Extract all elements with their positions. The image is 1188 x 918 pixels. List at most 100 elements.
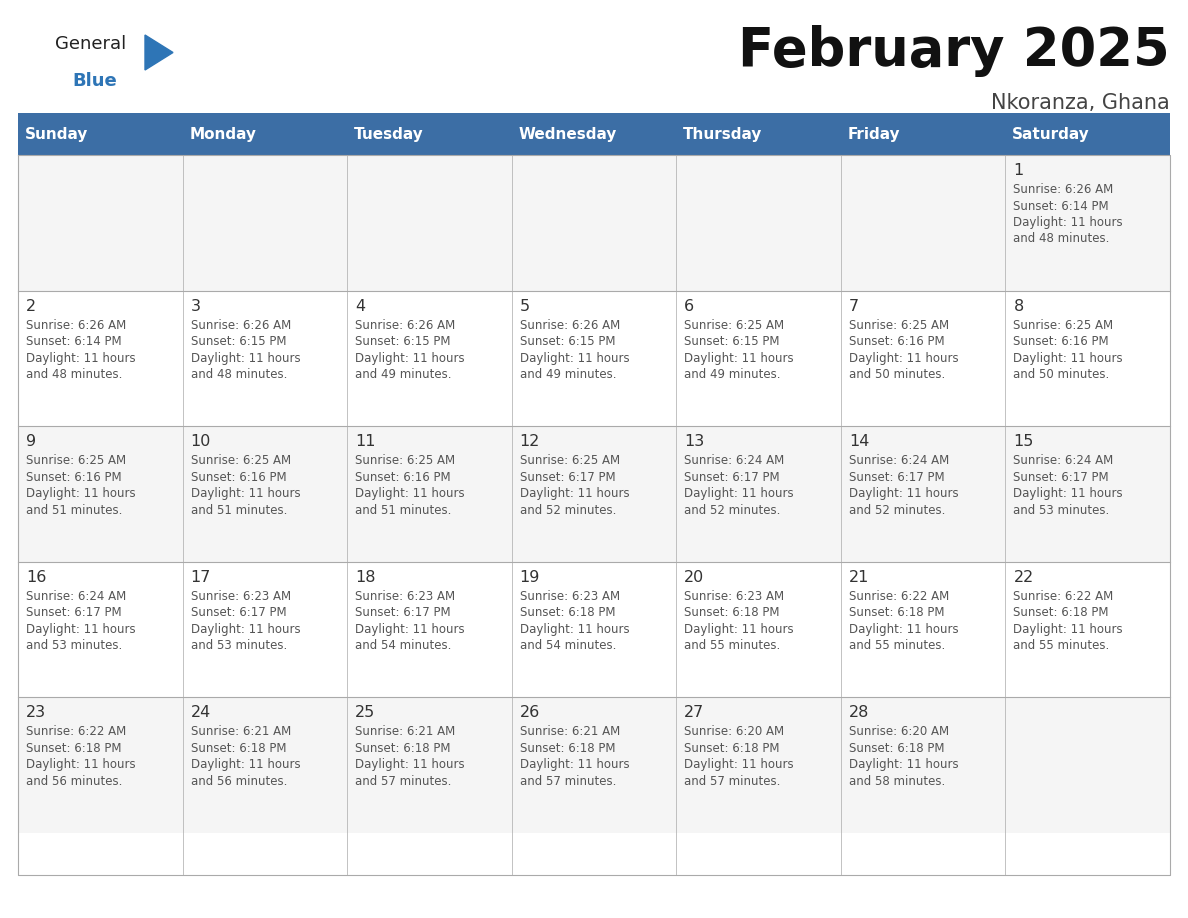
Text: Sunrise: 6:25 AM: Sunrise: 6:25 AM: [849, 319, 949, 331]
Text: and 53 minutes.: and 53 minutes.: [26, 639, 122, 653]
Text: Daylight: 11 hours: Daylight: 11 hours: [355, 622, 465, 636]
Text: Sunrise: 6:25 AM: Sunrise: 6:25 AM: [190, 454, 291, 467]
Bar: [18, 562, 1170, 698]
Text: Daylight: 11 hours: Daylight: 11 hours: [684, 758, 794, 771]
Text: and 50 minutes.: and 50 minutes.: [849, 368, 946, 381]
Text: and 55 minutes.: and 55 minutes.: [684, 639, 781, 653]
Text: Sunset: 6:14 PM: Sunset: 6:14 PM: [26, 335, 121, 348]
Text: and 57 minutes.: and 57 minutes.: [519, 775, 617, 788]
Text: and 55 minutes.: and 55 minutes.: [849, 639, 946, 653]
Text: Daylight: 11 hours: Daylight: 11 hours: [1013, 216, 1123, 229]
Text: Daylight: 11 hours: Daylight: 11 hours: [190, 352, 301, 364]
Text: Daylight: 11 hours: Daylight: 11 hours: [519, 487, 630, 500]
Text: and 48 minutes.: and 48 minutes.: [26, 368, 122, 381]
Polygon shape: [145, 35, 173, 70]
Text: Daylight: 11 hours: Daylight: 11 hours: [190, 758, 301, 771]
Text: Sunday: Sunday: [25, 127, 88, 141]
Text: Sunrise: 6:26 AM: Sunrise: 6:26 AM: [355, 319, 455, 331]
Text: Sunset: 6:14 PM: Sunset: 6:14 PM: [1013, 199, 1110, 212]
Text: and 49 minutes.: and 49 minutes.: [684, 368, 781, 381]
Text: Sunrise: 6:26 AM: Sunrise: 6:26 AM: [26, 319, 126, 331]
Text: 6: 6: [684, 298, 695, 314]
Text: Daylight: 11 hours: Daylight: 11 hours: [519, 758, 630, 771]
Text: Sunset: 6:18 PM: Sunset: 6:18 PM: [684, 606, 779, 620]
Text: Sunset: 6:18 PM: Sunset: 6:18 PM: [190, 742, 286, 755]
Text: Sunrise: 6:20 AM: Sunrise: 6:20 AM: [849, 725, 949, 738]
Text: Sunrise: 6:20 AM: Sunrise: 6:20 AM: [684, 725, 784, 738]
Text: Sunset: 6:15 PM: Sunset: 6:15 PM: [190, 335, 286, 348]
Text: Sunrise: 6:22 AM: Sunrise: 6:22 AM: [849, 589, 949, 603]
Text: Sunset: 6:15 PM: Sunset: 6:15 PM: [519, 335, 615, 348]
Text: 1: 1: [1013, 163, 1024, 178]
Text: Daylight: 11 hours: Daylight: 11 hours: [1013, 622, 1123, 636]
Text: Sunset: 6:15 PM: Sunset: 6:15 PM: [355, 335, 450, 348]
Text: Sunrise: 6:24 AM: Sunrise: 6:24 AM: [1013, 454, 1113, 467]
Text: Sunrise: 6:26 AM: Sunrise: 6:26 AM: [190, 319, 291, 331]
Bar: [18, 155, 1170, 291]
Text: and 49 minutes.: and 49 minutes.: [519, 368, 617, 381]
Bar: [18, 426, 1170, 562]
Text: and 52 minutes.: and 52 minutes.: [684, 504, 781, 517]
Text: Sunrise: 6:24 AM: Sunrise: 6:24 AM: [684, 454, 784, 467]
Bar: [18, 291, 1170, 426]
Text: Daylight: 11 hours: Daylight: 11 hours: [1013, 352, 1123, 364]
Text: and 57 minutes.: and 57 minutes.: [355, 775, 451, 788]
Text: Daylight: 11 hours: Daylight: 11 hours: [519, 622, 630, 636]
Text: 15: 15: [1013, 434, 1034, 449]
Text: Sunset: 6:16 PM: Sunset: 6:16 PM: [26, 471, 121, 484]
Text: Sunset: 6:17 PM: Sunset: 6:17 PM: [355, 606, 450, 620]
Text: Sunset: 6:17 PM: Sunset: 6:17 PM: [26, 606, 121, 620]
Text: Daylight: 11 hours: Daylight: 11 hours: [26, 487, 135, 500]
Text: and 51 minutes.: and 51 minutes.: [26, 504, 122, 517]
Text: and 56 minutes.: and 56 minutes.: [190, 775, 287, 788]
Text: 16: 16: [26, 570, 46, 585]
Text: Daylight: 11 hours: Daylight: 11 hours: [26, 622, 135, 636]
Text: Daylight: 11 hours: Daylight: 11 hours: [849, 352, 959, 364]
Text: 2: 2: [26, 298, 36, 314]
Text: Daylight: 11 hours: Daylight: 11 hours: [190, 487, 301, 500]
Text: and 53 minutes.: and 53 minutes.: [1013, 504, 1110, 517]
Text: Sunrise: 6:23 AM: Sunrise: 6:23 AM: [355, 589, 455, 603]
Text: Monday: Monday: [189, 127, 257, 141]
Text: and 56 minutes.: and 56 minutes.: [26, 775, 122, 788]
Text: 12: 12: [519, 434, 541, 449]
Text: and 52 minutes.: and 52 minutes.: [519, 504, 617, 517]
Text: Sunrise: 6:26 AM: Sunrise: 6:26 AM: [1013, 183, 1113, 196]
Text: Sunrise: 6:26 AM: Sunrise: 6:26 AM: [519, 319, 620, 331]
Text: Sunset: 6:16 PM: Sunset: 6:16 PM: [355, 471, 450, 484]
Text: and 51 minutes.: and 51 minutes.: [355, 504, 451, 517]
Text: and 48 minutes.: and 48 minutes.: [190, 368, 287, 381]
Text: Tuesday: Tuesday: [354, 127, 423, 141]
Text: Daylight: 11 hours: Daylight: 11 hours: [355, 352, 465, 364]
Text: and 55 minutes.: and 55 minutes.: [1013, 639, 1110, 653]
Text: Daylight: 11 hours: Daylight: 11 hours: [849, 487, 959, 500]
Text: Sunrise: 6:24 AM: Sunrise: 6:24 AM: [849, 454, 949, 467]
Text: 17: 17: [190, 570, 211, 585]
Text: and 50 minutes.: and 50 minutes.: [1013, 368, 1110, 381]
Text: 14: 14: [849, 434, 870, 449]
Text: 27: 27: [684, 705, 704, 721]
Text: Sunset: 6:17 PM: Sunset: 6:17 PM: [684, 471, 779, 484]
Text: Sunrise: 6:23 AM: Sunrise: 6:23 AM: [684, 589, 784, 603]
Text: Daylight: 11 hours: Daylight: 11 hours: [519, 352, 630, 364]
Text: Sunset: 6:17 PM: Sunset: 6:17 PM: [190, 606, 286, 620]
Text: 26: 26: [519, 705, 541, 721]
Text: Daylight: 11 hours: Daylight: 11 hours: [684, 622, 794, 636]
Text: Sunrise: 6:25 AM: Sunrise: 6:25 AM: [26, 454, 126, 467]
Text: Sunrise: 6:25 AM: Sunrise: 6:25 AM: [1013, 319, 1113, 331]
Text: Sunrise: 6:23 AM: Sunrise: 6:23 AM: [519, 589, 620, 603]
Text: 23: 23: [26, 705, 46, 721]
Text: 9: 9: [26, 434, 36, 449]
Text: and 48 minutes.: and 48 minutes.: [1013, 232, 1110, 245]
Text: 20: 20: [684, 570, 704, 585]
Text: Friday: Friday: [847, 127, 901, 141]
Text: Sunset: 6:17 PM: Sunset: 6:17 PM: [519, 471, 615, 484]
Text: 8: 8: [1013, 298, 1024, 314]
Text: Sunset: 6:16 PM: Sunset: 6:16 PM: [190, 471, 286, 484]
Text: and 53 minutes.: and 53 minutes.: [190, 639, 286, 653]
Text: 22: 22: [1013, 570, 1034, 585]
Text: Sunset: 6:15 PM: Sunset: 6:15 PM: [684, 335, 779, 348]
Text: General: General: [55, 35, 126, 53]
Text: 4: 4: [355, 298, 365, 314]
Text: and 57 minutes.: and 57 minutes.: [684, 775, 781, 788]
